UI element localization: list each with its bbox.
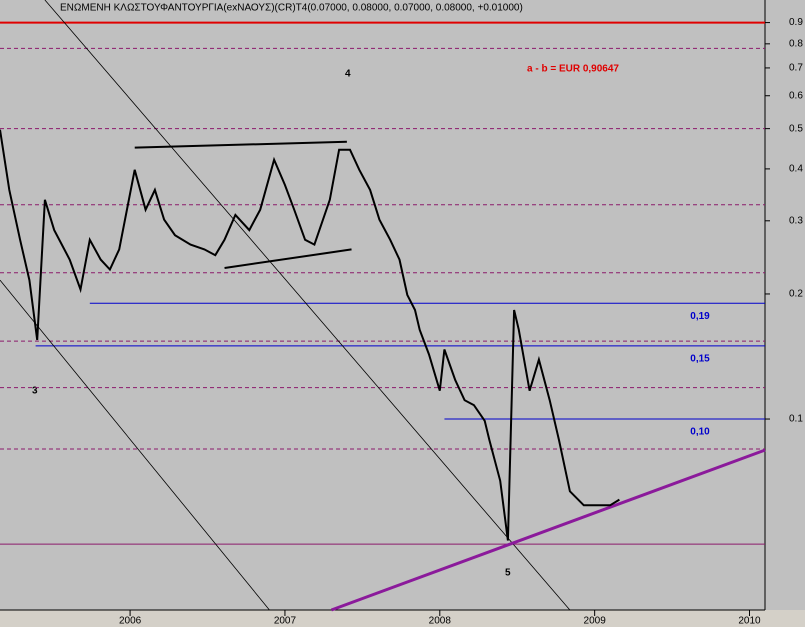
y-tick-label: 0.5 bbox=[789, 123, 803, 134]
support-label: 0,19 bbox=[690, 311, 710, 322]
trendline bbox=[330, 448, 766, 612]
y-tick-label: 0.9 bbox=[789, 17, 803, 28]
trendline bbox=[44, 0, 571, 611]
support-label: 0,10 bbox=[690, 427, 710, 438]
chart-title: ΕΝΩΜΕΝΗ ΚΛΩΣΤΟΥΦΑΝΤΟΥΡΓΙΑ(exΝΑΟΥΣ)(CR)T4… bbox=[60, 3, 523, 14]
x-axis-band bbox=[0, 610, 805, 627]
annotation: 5 bbox=[505, 568, 511, 579]
annotation: 4 bbox=[345, 69, 351, 80]
trendline bbox=[224, 248, 352, 269]
y-tick-label: 0.1 bbox=[789, 414, 803, 425]
y-tick-label: 0.4 bbox=[789, 164, 803, 175]
trendline bbox=[134, 140, 347, 149]
trendline bbox=[0, 279, 270, 611]
price-line bbox=[0, 129, 620, 541]
x-tick-label: 2006 bbox=[119, 616, 142, 627]
y-tick-label: 0.8 bbox=[789, 38, 803, 49]
annotation: 3 bbox=[32, 386, 38, 397]
x-tick-label: 2007 bbox=[274, 616, 297, 627]
x-tick-label: 2010 bbox=[738, 616, 761, 627]
y-tick-label: 0.7 bbox=[789, 63, 803, 74]
x-tick-label: 2009 bbox=[584, 616, 607, 627]
y-tick-label: 0.2 bbox=[789, 289, 803, 300]
y-tick-label: 0.3 bbox=[789, 215, 803, 226]
x-tick-label: 2008 bbox=[429, 616, 452, 627]
y-tick-label: 0.6 bbox=[789, 90, 803, 101]
annotation: a - b = EUR 0,90647 bbox=[527, 64, 619, 75]
support-label: 0,15 bbox=[690, 354, 710, 365]
